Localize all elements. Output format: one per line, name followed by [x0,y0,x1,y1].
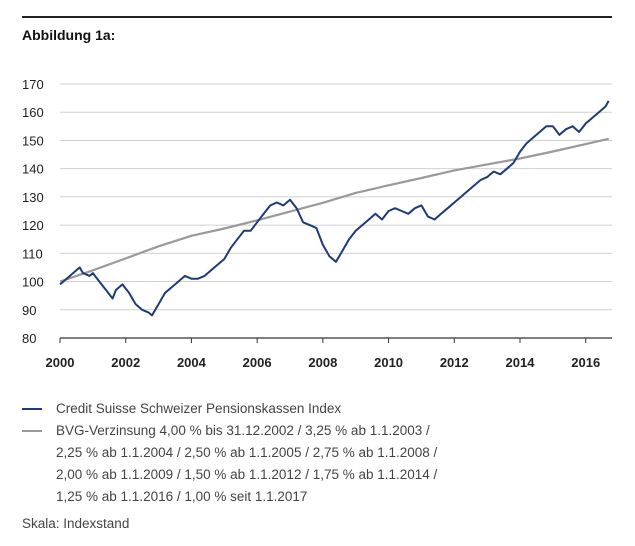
x-axis-ticks: 2000 2002 2004 2006 2008 2010 2012 2014 2016 [46,338,600,370]
legend-label-bvg: BVG-Verzinsung 4,00 % bis 31.12.2002 / 3… [56,423,438,504]
y-tick-label-150: 150 [22,133,44,148]
legend-swatch-pk-index [22,408,42,410]
x-tick-label-2010: 2010 [374,355,403,370]
x-tick-label-2002: 2002 [111,355,140,370]
y-axis-ticks: 80 90 100 110 120 130 140 150 160 170 [22,77,44,346]
y-tick-label-140: 140 [22,162,44,177]
x-tick-label-2016: 2016 [571,355,600,370]
x-tick-label-2006: 2006 [243,355,272,370]
legend-item-bvg: BVG-Verzinsung 4,00 % bis 31.12.2002 / 3… [22,420,622,508]
y-tick-label-120: 120 [22,218,44,233]
y-tick-label-130: 130 [22,190,44,205]
series-line-bvg [59,137,609,283]
y-tick-label-110: 110 [22,246,43,261]
y-tick-label-100: 100 [22,275,44,290]
y-tick-label-90: 90 [22,303,36,318]
x-tick-label-2012: 2012 [440,355,469,370]
x-tick-label-2014: 2014 [506,355,536,370]
x-tick-label-2000: 2000 [46,355,75,370]
legend-swatch-bvg [22,430,42,432]
legend-label-pk-index: Credit Suisse Schweizer Pensionskassen I… [56,401,342,416]
legend: Credit Suisse Schweizer Pensionskassen I… [22,398,622,508]
x-tick-label-2004: 2004 [177,355,207,370]
y-tick-label-160: 160 [22,105,44,120]
series-line-pk-index [59,100,610,317]
figure-label: Abbildung 1a: [22,27,116,43]
x-tick-label-2008: 2008 [308,355,337,370]
top-rule [22,16,612,18]
grid-lines [60,83,612,339]
legend-item-pk-index: Credit Suisse Schweizer Pensionskassen I… [22,398,622,420]
scale-note: Skala: Indexstand [22,516,130,531]
y-tick-label-170: 170 [22,77,44,92]
series-lines [59,100,610,317]
y-tick-label-80: 80 [22,331,36,346]
